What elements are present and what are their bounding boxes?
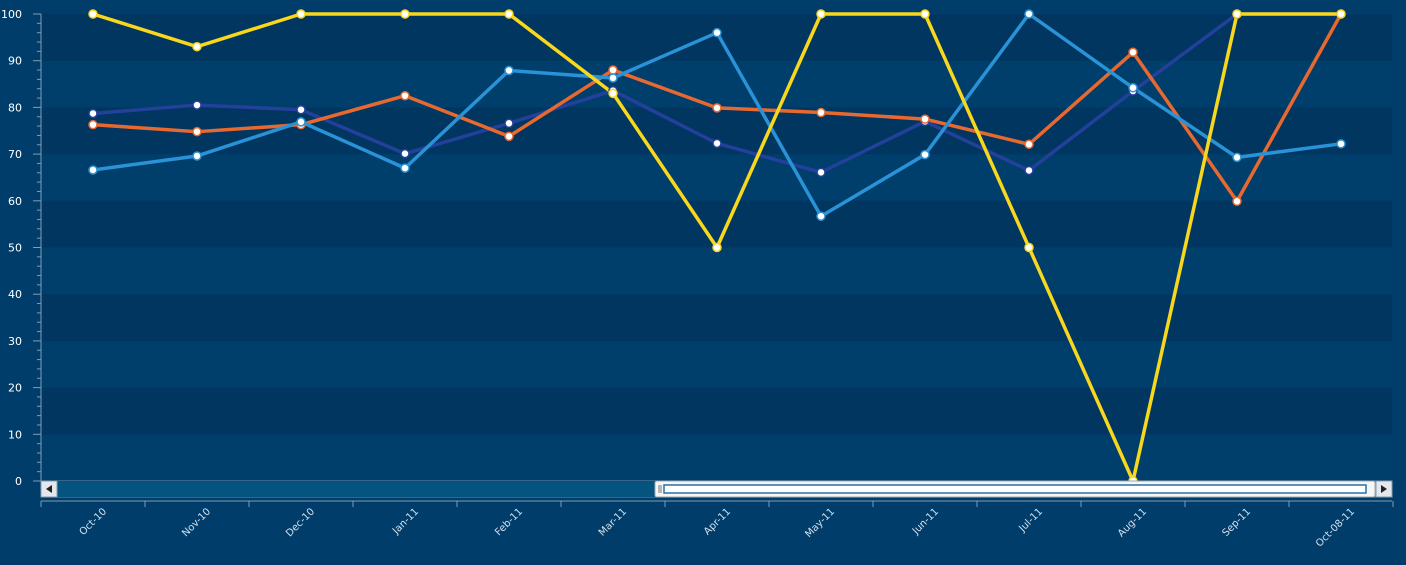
- grid-band: [41, 60, 1392, 108]
- data-point-s2[interactable]: [88, 119, 98, 130]
- data-point-s1[interactable]: [192, 100, 202, 110]
- x-tick-label: Jun-11: [910, 506, 941, 537]
- y-tick-label: 10: [8, 428, 22, 441]
- data-point-s1[interactable]: [88, 108, 98, 119]
- x-tick-label: Dec-10: [284, 506, 317, 539]
- data-point-s3[interactable]: [608, 73, 618, 83]
- data-point-s3[interactable]: [88, 165, 98, 175]
- data-point-s3[interactable]: [816, 211, 826, 221]
- x-tick-label: Nov-10: [180, 506, 213, 539]
- data-point-s1[interactable]: [400, 148, 410, 159]
- y-tick-label: 40: [8, 288, 22, 301]
- data-point-s4[interactable]: [88, 9, 98, 19]
- x-axis: Oct-10 Nov-10 Dec-10 Jan-11 Feb-11 Mar-11 Apr-…: [40, 500, 1394, 549]
- y-tick-label: 20: [8, 382, 22, 395]
- data-point-s2[interactable]: [816, 107, 826, 118]
- data-point-s3[interactable]: [296, 117, 306, 127]
- data-point-s4[interactable]: [1336, 9, 1346, 19]
- grid-band: [41, 434, 1392, 481]
- y-tick-label: 60: [8, 195, 22, 208]
- grid-band: [41, 387, 1392, 435]
- scroll-left-arrow-icon: [46, 485, 52, 493]
- x-tick-label: May-11: [803, 506, 837, 540]
- data-point-s3[interactable]: [920, 149, 930, 160]
- data-point-s2[interactable]: [1232, 196, 1242, 207]
- data-point-s4[interactable]: [1024, 242, 1034, 253]
- data-point-s2[interactable]: [920, 114, 930, 124]
- grid-band: [41, 247, 1392, 295]
- x-tick-label: Jan-11: [390, 506, 421, 537]
- grid-band: [41, 154, 1392, 201]
- scrollbar-track-left[interactable]: [57, 481, 655, 497]
- scroll-right-arrow-icon: [1381, 485, 1387, 493]
- series-points: [88, 9, 1346, 486]
- data-point-s4[interactable]: [1232, 9, 1242, 19]
- data-point-s2[interactable]: [1024, 139, 1034, 150]
- data-point-s2[interactable]: [192, 126, 202, 137]
- data-point-s1[interactable]: [816, 167, 826, 178]
- x-tick-label: Sep-11: [1220, 506, 1253, 539]
- data-point-s1[interactable]: [1024, 165, 1034, 176]
- data-point-s2[interactable]: [504, 131, 514, 142]
- data-point-s3[interactable]: [1128, 83, 1138, 93]
- data-point-s3[interactable]: [1336, 139, 1346, 149]
- data-point-s2[interactable]: [400, 90, 410, 101]
- data-point-s1[interactable]: [504, 118, 514, 129]
- data-point-s1[interactable]: [712, 138, 722, 149]
- data-point-s1[interactable]: [296, 104, 306, 115]
- horizontal-scrollbar[interactable]: [40, 480, 1393, 498]
- x-tick-label: Feb-11: [493, 506, 525, 538]
- data-point-s4[interactable]: [712, 242, 722, 253]
- x-tick-label: Mar-11: [597, 506, 629, 538]
- data-point-s3[interactable]: [1232, 152, 1242, 163]
- y-tick-label: 90: [8, 55, 22, 68]
- data-point-s3[interactable]: [504, 65, 514, 76]
- y-tick-label: 0: [15, 475, 22, 488]
- data-point-s4[interactable]: [920, 9, 930, 19]
- y-tick-label: 80: [8, 101, 22, 114]
- y-tick-label: 50: [8, 242, 22, 255]
- scrollbar-grip-icon: [658, 485, 662, 493]
- data-point-s2[interactable]: [1128, 47, 1138, 58]
- data-point-s2[interactable]: [608, 65, 618, 75]
- grid-band: [41, 200, 1392, 248]
- data-point-s4[interactable]: [608, 88, 618, 99]
- y-tick-label: 30: [8, 335, 22, 348]
- y-tick-label: 70: [8, 148, 22, 161]
- data-point-s3[interactable]: [400, 163, 410, 173]
- scrollbar-thumb-inner: [663, 484, 1367, 494]
- x-tick-label: Oct-08-11: [1314, 506, 1357, 549]
- y-axis: 0 10 20 30 40 50 60 70 80 90 100: [1, 8, 42, 488]
- x-tick-label: Jul-11: [1017, 506, 1046, 535]
- data-point-s3[interactable]: [1024, 9, 1034, 19]
- grid-band: [41, 340, 1392, 388]
- x-tick-label: Apr-11: [702, 506, 733, 537]
- data-point-s4[interactable]: [400, 9, 410, 19]
- data-point-s3[interactable]: [712, 27, 722, 38]
- grid-band: [41, 294, 1392, 341]
- y-tick-label: 100: [1, 8, 22, 21]
- data-point-s2[interactable]: [712, 103, 722, 113]
- data-point-s4[interactable]: [296, 9, 306, 19]
- data-point-s4[interactable]: [504, 9, 514, 19]
- data-point-s4[interactable]: [816, 9, 826, 19]
- x-tick-label: Oct-10: [78, 506, 110, 538]
- data-point-s4[interactable]: [192, 41, 202, 52]
- data-point-s3[interactable]: [192, 151, 202, 161]
- x-tick-label: Aug-11: [1116, 506, 1149, 539]
